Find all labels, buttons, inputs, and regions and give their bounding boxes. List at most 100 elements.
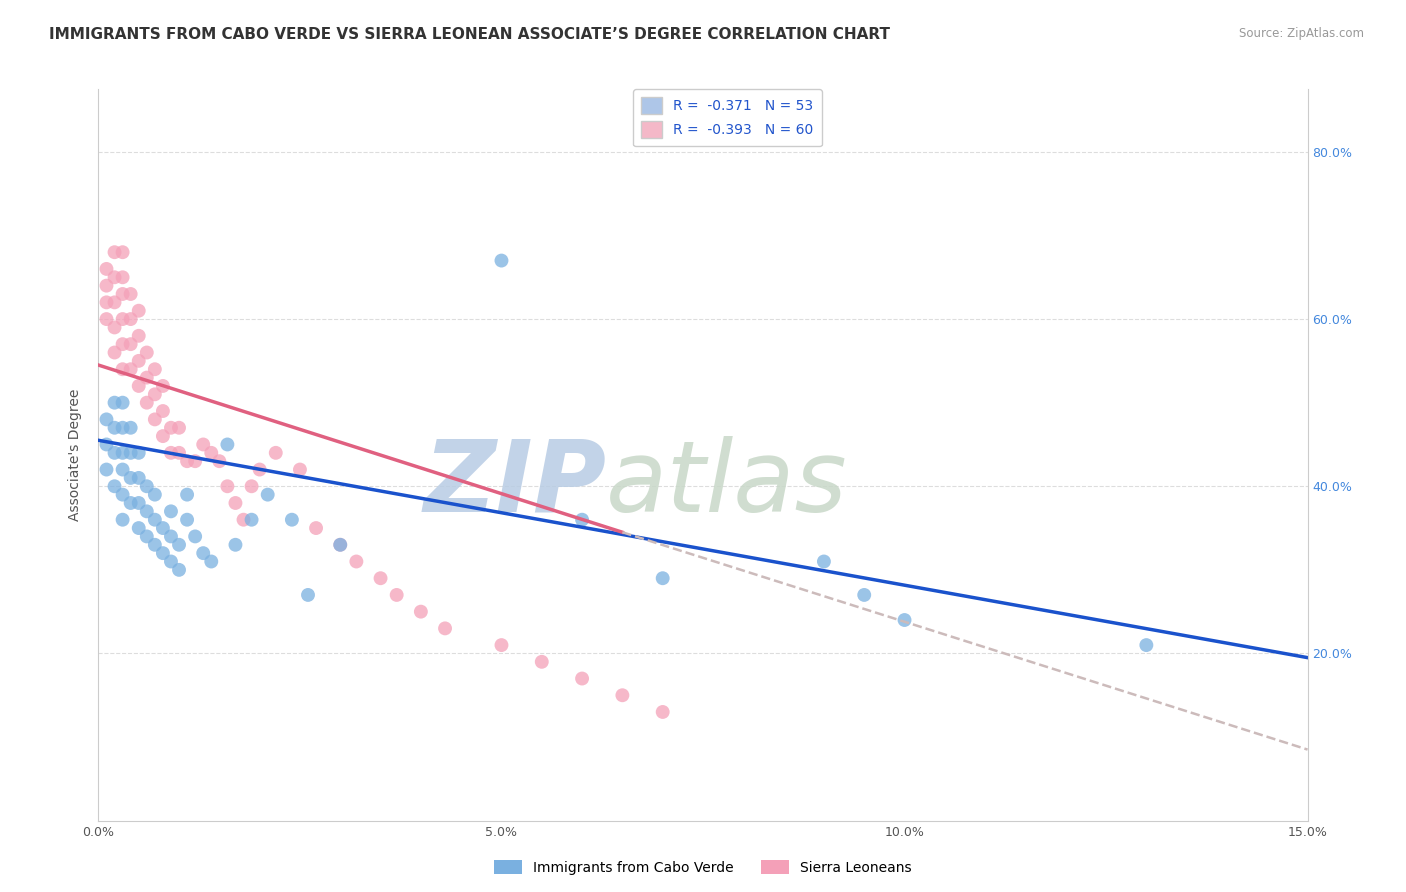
Point bbox=[135, 395, 157, 409]
Point bbox=[853, 588, 876, 602]
Point bbox=[103, 320, 125, 334]
Point bbox=[111, 287, 134, 301]
Text: ZIP: ZIP bbox=[423, 435, 606, 533]
Point bbox=[160, 421, 183, 435]
Point bbox=[160, 554, 183, 568]
Point bbox=[571, 672, 593, 686]
Point bbox=[96, 278, 118, 293]
Point bbox=[329, 538, 352, 552]
Point bbox=[184, 529, 207, 543]
Point bbox=[409, 605, 432, 619]
Text: IMMIGRANTS FROM CABO VERDE VS SIERRA LEONEAN ASSOCIATE’S DEGREE CORRELATION CHAR: IMMIGRANTS FROM CABO VERDE VS SIERRA LEO… bbox=[49, 27, 890, 42]
Point bbox=[120, 337, 142, 351]
Point bbox=[143, 488, 166, 502]
Point bbox=[120, 312, 142, 326]
Point bbox=[240, 479, 263, 493]
Point bbox=[96, 295, 118, 310]
Point bbox=[135, 479, 157, 493]
Point bbox=[200, 554, 222, 568]
Text: Source: ZipAtlas.com: Source: ZipAtlas.com bbox=[1239, 27, 1364, 40]
Point bbox=[103, 446, 125, 460]
Point bbox=[152, 521, 174, 535]
Point bbox=[103, 395, 125, 409]
Point bbox=[135, 504, 157, 518]
Point bbox=[111, 395, 134, 409]
Point bbox=[160, 529, 183, 543]
Point bbox=[152, 404, 174, 418]
Point bbox=[571, 513, 593, 527]
Point bbox=[111, 270, 134, 285]
Point bbox=[434, 621, 457, 635]
Point bbox=[111, 513, 134, 527]
Point bbox=[184, 454, 207, 468]
Point bbox=[120, 496, 142, 510]
Point bbox=[160, 446, 183, 460]
Point bbox=[167, 446, 190, 460]
Point bbox=[152, 546, 174, 560]
Point bbox=[120, 287, 142, 301]
Point bbox=[193, 437, 215, 451]
Point bbox=[176, 454, 198, 468]
Point bbox=[176, 488, 198, 502]
Point bbox=[167, 421, 190, 435]
Point bbox=[143, 513, 166, 527]
Point bbox=[111, 462, 134, 476]
Point bbox=[103, 295, 125, 310]
Point bbox=[143, 538, 166, 552]
Point bbox=[224, 538, 246, 552]
Point bbox=[103, 270, 125, 285]
Point bbox=[128, 521, 150, 535]
Point bbox=[128, 303, 150, 318]
Point bbox=[120, 421, 142, 435]
Point bbox=[200, 446, 222, 460]
Point bbox=[1135, 638, 1157, 652]
Point bbox=[143, 387, 166, 401]
Legend: R =  -0.371   N = 53, R =  -0.393   N = 60: R = -0.371 N = 53, R = -0.393 N = 60 bbox=[633, 89, 821, 146]
Point bbox=[217, 479, 239, 493]
Point bbox=[893, 613, 915, 627]
Point bbox=[385, 588, 408, 602]
Point bbox=[111, 446, 134, 460]
Point bbox=[143, 412, 166, 426]
Point bbox=[152, 379, 174, 393]
Point bbox=[612, 688, 634, 702]
Point bbox=[249, 462, 271, 476]
Point bbox=[135, 370, 157, 384]
Point bbox=[103, 421, 125, 435]
Point bbox=[344, 554, 367, 568]
Point bbox=[176, 513, 198, 527]
Text: atlas: atlas bbox=[606, 435, 848, 533]
Point bbox=[128, 446, 150, 460]
Point bbox=[240, 513, 263, 527]
Point bbox=[135, 529, 157, 543]
Point bbox=[651, 571, 673, 585]
Point bbox=[491, 253, 513, 268]
Point bbox=[103, 345, 125, 359]
Y-axis label: Associate's Degree: Associate's Degree bbox=[69, 389, 83, 521]
Point bbox=[128, 328, 150, 343]
Point bbox=[143, 362, 166, 376]
Legend: Immigrants from Cabo Verde, Sierra Leoneans: Immigrants from Cabo Verde, Sierra Leone… bbox=[488, 855, 918, 880]
Point bbox=[103, 479, 125, 493]
Point bbox=[111, 312, 134, 326]
Point bbox=[281, 513, 304, 527]
Point bbox=[152, 429, 174, 443]
Point bbox=[135, 345, 157, 359]
Point bbox=[111, 488, 134, 502]
Point bbox=[305, 521, 328, 535]
Point bbox=[651, 705, 673, 719]
Point bbox=[160, 504, 183, 518]
Point bbox=[128, 496, 150, 510]
Point bbox=[96, 462, 118, 476]
Point bbox=[111, 245, 134, 260]
Point bbox=[111, 362, 134, 376]
Point bbox=[370, 571, 392, 585]
Point bbox=[193, 546, 215, 560]
Point bbox=[224, 496, 246, 510]
Point bbox=[217, 437, 239, 451]
Point bbox=[120, 471, 142, 485]
Point bbox=[128, 354, 150, 368]
Point bbox=[813, 554, 835, 568]
Point bbox=[96, 412, 118, 426]
Point bbox=[96, 437, 118, 451]
